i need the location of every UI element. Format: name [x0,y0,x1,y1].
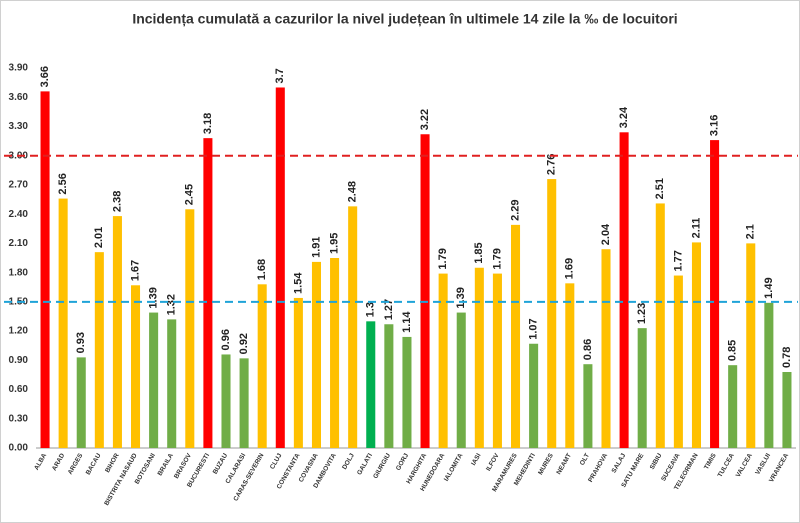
value-label: 2.29 [509,199,521,220]
bar [728,365,738,448]
value-label: 0.85 [727,340,739,361]
value-label: 1.39 [148,287,160,308]
bar [348,206,358,448]
value-label: 3.66 [39,66,51,87]
y-tick-label: 3.30 [9,121,29,132]
bar [76,357,86,448]
bar [655,203,665,448]
value-label: 3.18 [202,113,214,134]
value-label: 1.79 [491,248,503,269]
value-label: 2.51 [654,178,666,199]
bar [112,216,122,448]
value-label: 1.68 [256,259,268,280]
value-label: 2.76 [546,154,558,175]
bar [474,267,484,448]
value-label: 2.01 [93,227,105,248]
bar [94,252,104,448]
value-label: 3.7 [274,68,286,83]
bar [619,132,629,449]
value-label: 1.91 [310,236,322,257]
value-label: 1.69 [564,258,576,279]
value-label: 1.54 [292,272,304,294]
value-label: 1.27 [383,299,395,320]
bar [185,209,195,448]
bar [167,319,177,448]
bar [311,261,321,448]
bar [764,302,774,448]
bar [40,91,50,448]
value-label: 0.86 [582,339,594,360]
bar [366,321,376,448]
value-label: 3.16 [708,115,720,136]
value-label: 0.93 [75,332,87,353]
bar [511,224,521,448]
value-label: 3.22 [419,109,431,130]
bar [691,242,701,448]
bar [131,285,141,448]
bar [529,343,539,448]
bar [547,179,557,449]
bar [275,87,285,448]
bar [257,284,267,448]
bar [782,372,792,448]
bar [402,336,412,448]
bar [710,140,720,448]
value-label: 1.32 [166,294,178,315]
value-label: 2.04 [600,223,612,245]
y-tick-label: 0.00 [9,443,29,454]
value-label: 2.11 [690,218,702,239]
bar [565,283,575,448]
bar [149,312,159,448]
bar [492,273,502,448]
value-label: 2.45 [184,184,196,205]
bar [438,273,448,448]
value-label: 1.77 [672,250,684,271]
value-label: 0.96 [220,329,232,350]
y-tick-label: 3.60 [9,92,29,103]
value-label: 2.1 [745,224,757,239]
value-label: 1.39 [455,287,467,308]
value-label: 2.48 [347,181,359,202]
value-label: 1.3 [365,302,377,317]
value-label: 1.95 [328,233,340,254]
value-label: 0.92 [238,333,250,354]
value-label: 1.49 [763,277,775,298]
value-label: 1.79 [437,248,449,269]
bar [456,312,466,448]
bar [673,275,683,448]
value-label: 1.23 [636,303,648,324]
value-label: 2.38 [111,191,123,212]
value-label: 1.67 [129,260,141,281]
y-tick-label: 1.20 [9,326,29,337]
bar [384,324,394,448]
bar [583,364,593,448]
y-tick-label: 3.90 [9,63,29,74]
bar [746,243,756,448]
bar [203,138,213,448]
y-tick-label: 2.40 [9,209,29,220]
bar [637,328,647,448]
value-label: 2.56 [57,173,69,194]
value-label: 1.14 [401,311,413,333]
y-tick-label: 0.30 [9,413,29,424]
y-tick-label: 2.70 [9,180,29,191]
y-tick-label: 2.10 [9,238,29,249]
value-label: 0.78 [781,347,793,368]
value-label: 3.24 [618,106,630,128]
y-tick-label: 1.80 [9,267,29,278]
bar [221,354,231,448]
bar [420,134,430,448]
chart-title: Incidența cumulată a cazurilor la nivel … [132,11,677,27]
bar [239,358,249,448]
bar [330,258,340,448]
value-label: 1.07 [528,318,540,339]
value-label: 1.85 [473,242,485,263]
bar [601,249,611,448]
bar [58,198,68,448]
y-tick-label: 0.90 [9,355,29,366]
y-tick-label: 0.60 [9,384,29,395]
bar [293,297,303,448]
